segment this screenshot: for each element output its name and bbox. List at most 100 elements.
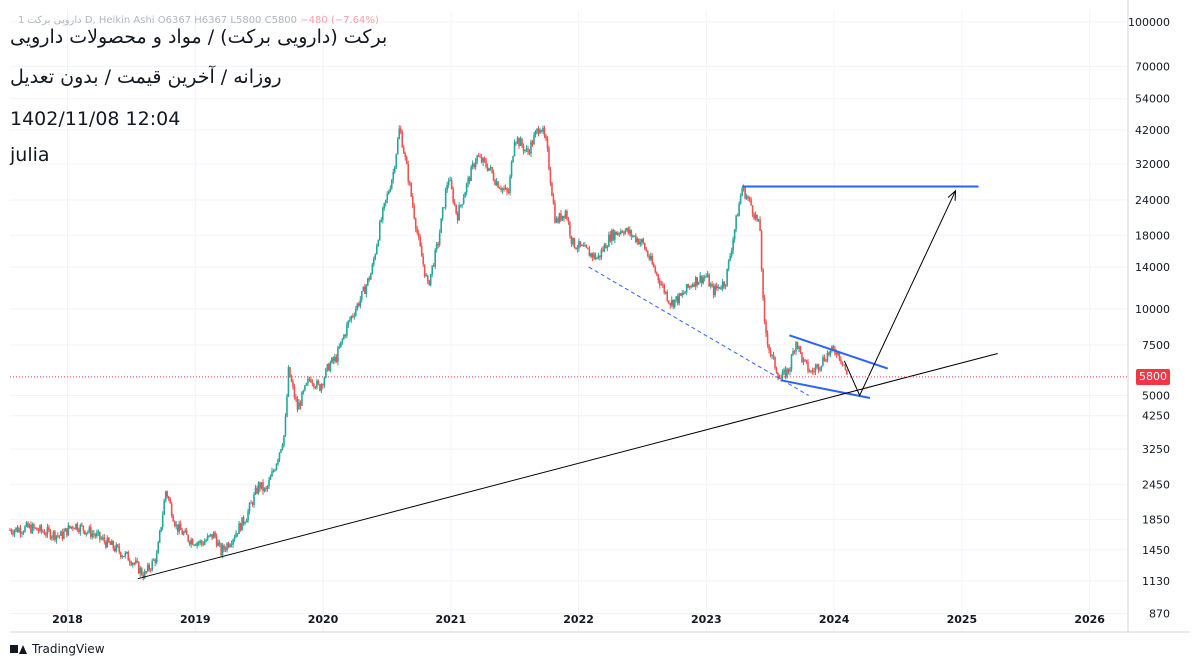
candle-body: [431, 265, 433, 274]
candle-body: [762, 269, 764, 298]
candle-body: [193, 544, 195, 546]
candle-body: [593, 253, 595, 258]
candle-body: [320, 384, 323, 391]
candle-body: [780, 378, 782, 380]
candle-body: [533, 135, 535, 145]
candle-body: [503, 188, 505, 190]
candle-body: [649, 256, 652, 260]
candle-body: [114, 548, 116, 552]
candle-body: [585, 245, 588, 248]
candle-body: [91, 533, 94, 537]
candle-body: [266, 486, 269, 489]
candle-body: [579, 241, 582, 246]
candle-body: [563, 215, 565, 219]
candle-body: [75, 523, 77, 529]
candle-body: [187, 534, 189, 542]
candle-body: [477, 155, 480, 157]
candle-body: [575, 247, 577, 249]
candle-body: [434, 249, 436, 267]
candle-body: [714, 285, 716, 296]
legend-change: −480 (−7.64%): [300, 15, 379, 26]
candle-body: [247, 511, 249, 521]
candle-body: [500, 188, 502, 191]
candle-body: [537, 128, 540, 134]
candle-body: [39, 525, 41, 532]
candle-body: [72, 526, 74, 529]
candle-body: [829, 350, 832, 355]
candle-body: [804, 359, 806, 361]
candle-body: [645, 248, 648, 252]
candle-body: [548, 148, 550, 170]
candle-body: [560, 213, 562, 221]
candle-body: [134, 560, 137, 564]
candle-body: [329, 362, 332, 371]
candle-body: [441, 207, 444, 219]
candle-body: [313, 383, 315, 388]
candle-body: [633, 235, 636, 237]
candle-body: [551, 183, 553, 196]
candle-body: [355, 309, 357, 316]
candle-body: [239, 523, 242, 531]
candle-body: [584, 245, 586, 247]
candle-body: [572, 238, 574, 244]
candle-body: [220, 543, 222, 556]
candle-body: [564, 210, 567, 219]
candle-body: [807, 361, 809, 372]
candle-body: [184, 530, 186, 533]
candle-body: [253, 494, 255, 505]
candle-body: [730, 250, 733, 256]
candle-body: [37, 530, 40, 532]
candle-body: [435, 243, 438, 250]
candle-body: [621, 231, 624, 233]
candle-body: [24, 526, 26, 532]
candle-body: [844, 364, 847, 370]
candle-body: [825, 360, 827, 362]
candle-body: [167, 496, 170, 499]
candle-body: [639, 242, 642, 245]
candle-body: [308, 378, 311, 380]
candle-body: [340, 341, 342, 347]
candle-body: [687, 284, 690, 288]
candle-body: [214, 532, 216, 537]
candle-body: [566, 210, 568, 220]
candle-body: [334, 356, 336, 362]
y-tick-label: 54000: [1135, 93, 1170, 106]
candle-body: [643, 243, 646, 249]
candle-body: [590, 253, 592, 257]
candle-body: [307, 378, 309, 384]
candle-body: [241, 517, 243, 531]
candle-body: [317, 380, 320, 385]
candle-body: [414, 218, 417, 229]
candle-body: [561, 215, 564, 221]
candle-body: [15, 527, 17, 531]
candle-body: [66, 528, 68, 536]
candle-body: [152, 559, 155, 561]
candle-body: [467, 177, 469, 184]
tradingview-footer[interactable]: TradingView: [10, 642, 105, 656]
candle-body: [362, 286, 365, 292]
legend-symbol: داروپی برکت 1: [18, 15, 82, 26]
candle-body: [384, 199, 387, 204]
candle-body: [199, 540, 201, 543]
candle-body: [663, 284, 666, 293]
candle-body: [784, 369, 787, 378]
candle-body: [364, 286, 366, 294]
dashed-trend-line: [588, 266, 809, 396]
candle-body: [729, 255, 731, 261]
tradingview-brand: TradingView: [32, 642, 105, 656]
candle-body: [754, 214, 757, 219]
candle-body: [709, 284, 712, 287]
candle-body: [741, 188, 743, 196]
candle-body: [801, 352, 803, 362]
chart-legend: داروپی برکت 1 D, Heikin Ashi O6367 H6367…: [18, 15, 379, 26]
candle-body: [733, 229, 736, 240]
x-tick-label: 2020: [308, 613, 339, 626]
candle-body: [452, 188, 454, 203]
candle-body: [826, 352, 829, 361]
candle-body: [137, 561, 140, 574]
candle-body: [528, 151, 531, 154]
candle-body: [480, 156, 483, 163]
candle-body: [542, 128, 544, 132]
candle-body: [669, 302, 672, 306]
